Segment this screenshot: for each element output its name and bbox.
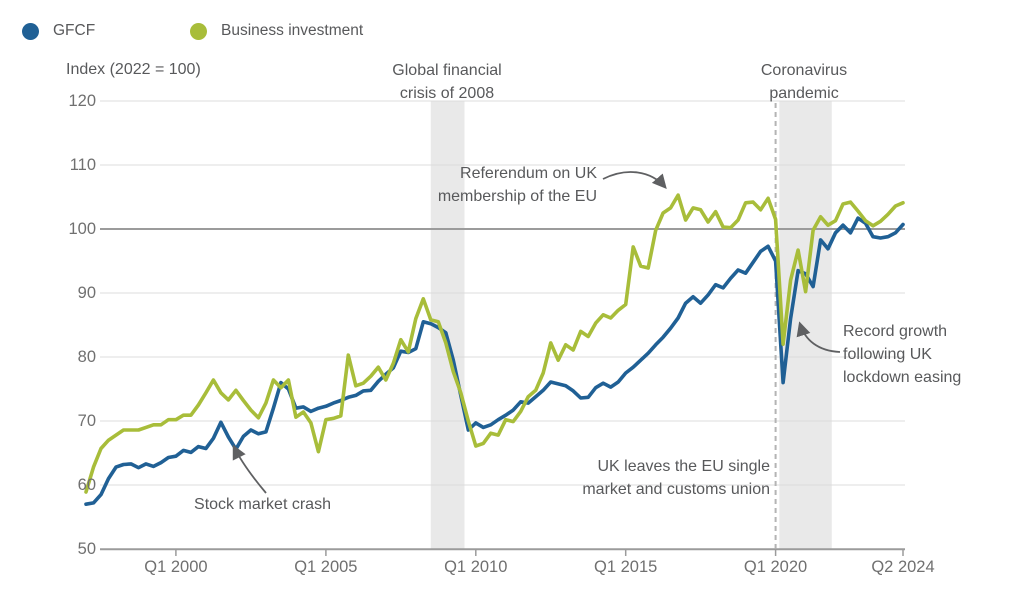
annotation-uk-leaves-eu: UK leaves the EU single market and custo… [582,458,770,499]
x-axis [100,548,905,556]
coronavirus-pandemic-band [779,101,832,549]
x-tick-label-Q1-2020: Q1 2020 [743,558,808,576]
series-line-business-investment [84,193,905,494]
y-tick-label-100: 100 [68,220,96,238]
gfcf-legend-dot-icon [22,22,39,40]
x-tick-label-Q1-2015: Q1 2015 [594,558,658,576]
gfcf-legend-label: GFCF [53,22,96,39]
y-tick-label-60: 60 [77,476,96,494]
y-tick-label-120: 120 [68,92,96,110]
x-tick-label-Q1-2000: Q1 2000 [144,558,208,576]
y-tick-label-90: 90 [77,284,96,302]
y-tick-label-50: 50 [77,540,96,558]
business-investment-legend-dot-icon [190,22,207,40]
y-tick-label-80: 80 [77,348,96,366]
annotation-referendum: Referendum on UK membership of the EU [437,165,597,206]
legend-item-business-investment: Business investment [190,22,363,40]
record-growth-arrow [796,321,841,353]
referendum-arrow [602,171,667,190]
annotation-coronavirus-pandemic: Coronavirus pandemic [760,62,848,103]
data-series [84,193,905,507]
business-investment-legend-label: Business investment [221,22,364,39]
legend-item-gfcf: GFCF [22,22,95,40]
x-tick-label-Q1-2010: Q1 2010 [444,558,508,576]
stock-market-crash-arrow [232,444,267,494]
y-axis-title: Index (2022 = 100) [66,61,201,78]
annotation-global-financial-crisis: Global financial crisis of 2008 [392,62,502,103]
x-tick-label-Q2-2024: Q2 2024 [871,558,935,576]
annotation-record-growth: Record growth following UK lockdown easi… [843,323,962,387]
annotation-stock-market-crash: Stock market crash [194,496,331,513]
y-tick-label-70: 70 [77,412,96,430]
annotation-arrows [232,171,841,494]
x-tick-label-Q1-2005: Q1 2005 [294,558,358,576]
series-line-gfcf [84,216,905,507]
y-tick-label-110: 110 [69,156,96,174]
